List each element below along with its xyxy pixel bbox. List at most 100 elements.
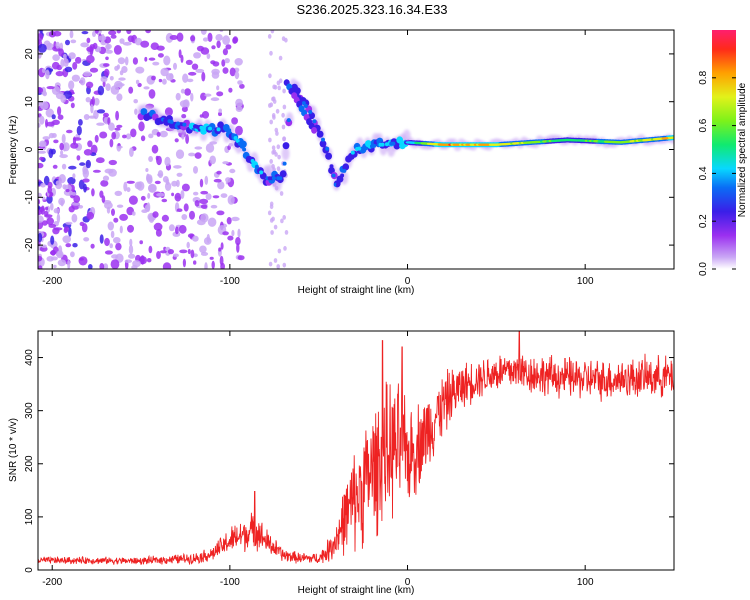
noise-speckle	[205, 143, 215, 153]
noise-speckle	[126, 187, 131, 193]
noise-speckle	[278, 55, 283, 61]
noise-speckle	[108, 168, 117, 177]
noise-speckle	[113, 237, 121, 244]
ridge-core	[176, 121, 180, 126]
noise-speckle	[111, 131, 117, 140]
noise-speckle	[114, 190, 123, 196]
noise-speckle	[204, 262, 208, 269]
noise-speckle	[156, 155, 162, 166]
noise-speckle	[45, 42, 54, 51]
noise-speckle	[269, 50, 273, 56]
noise-speckle	[276, 144, 281, 150]
noise-speckle	[53, 264, 57, 269]
noise-speckle	[188, 71, 197, 76]
noise-speckle	[68, 206, 75, 213]
noise-speckle	[146, 202, 151, 212]
ridge-core	[271, 176, 276, 181]
noise-speckle	[164, 181, 172, 191]
noise-speckle	[200, 47, 210, 55]
noise-speckle	[105, 56, 109, 61]
noise-speckle	[220, 193, 228, 199]
noise-speckle	[181, 214, 188, 220]
spectrogram-y-label: Frequency (Hz)	[8, 116, 19, 185]
x-tick-label: 100	[577, 276, 594, 287]
noise-speckle	[278, 78, 283, 84]
noise-speckle	[102, 175, 110, 182]
ridge-halo	[281, 146, 290, 161]
noise-speckle	[227, 235, 234, 241]
noise-speckle	[52, 227, 60, 235]
noise-speckle	[176, 172, 183, 177]
noise-speckle	[128, 86, 134, 94]
ridge-core	[325, 146, 330, 151]
noise-speckle	[209, 155, 216, 165]
noise-speckle	[186, 78, 194, 83]
noise-speckle	[200, 213, 209, 223]
noise-speckle	[139, 240, 143, 245]
noise-speckle	[115, 83, 125, 87]
noise-speckle	[172, 253, 179, 258]
noise-speckle	[175, 226, 179, 235]
noise-speckle	[61, 163, 67, 170]
noise-speckle	[195, 68, 205, 73]
noise-speckle	[186, 241, 190, 249]
noise-speckle	[231, 229, 235, 237]
ridge-blob	[325, 152, 332, 160]
noise-speckle	[86, 211, 95, 220]
noise-speckle	[207, 32, 213, 42]
noise-speckle	[200, 30, 207, 35]
noise-speckle	[156, 131, 161, 137]
noise-speckle	[221, 59, 226, 67]
noise-speckle	[47, 186, 52, 194]
noise-speckle	[79, 77, 86, 86]
noise-speckle	[123, 181, 128, 192]
snr-y-label: SNR (10 * v/v)	[8, 418, 19, 482]
x-tick-label: -200	[42, 276, 62, 287]
noise-speckle	[269, 119, 274, 125]
noise-speckle	[72, 62, 78, 70]
ridge-core	[195, 124, 200, 129]
noise-speckle	[48, 223, 57, 228]
noise-speckle	[134, 181, 142, 190]
noise-speckle	[70, 142, 79, 149]
noise-speckle	[181, 114, 187, 119]
noise-speckle	[110, 34, 117, 39]
noise-speckle	[216, 170, 222, 175]
noise-speckle	[126, 30, 132, 35]
ridge-core	[237, 141, 242, 146]
noise-speckle	[135, 66, 145, 74]
noise-speckle	[181, 106, 188, 113]
ridge-core	[182, 122, 187, 127]
ridge-core	[372, 143, 377, 148]
noise-speckle	[144, 56, 148, 62]
noise-speckle	[159, 130, 168, 138]
noise-speckle	[104, 237, 110, 247]
noise-speckle	[141, 209, 148, 214]
noise-speckle	[100, 76, 108, 83]
noise-speckle	[181, 183, 190, 192]
noise-speckle	[55, 41, 60, 49]
noise-speckle	[174, 192, 182, 202]
noise-speckle	[224, 58, 230, 64]
ridge-blob	[294, 87, 301, 95]
noise-speckle	[282, 136, 287, 142]
noise-speckle	[282, 88, 286, 94]
noise-speckle	[71, 202, 81, 206]
noise-speckle	[87, 140, 93, 148]
noise-speckle	[272, 115, 276, 120]
snr-x-ticks: -200 -100 0 100	[42, 331, 594, 588]
noise-speckle	[93, 97, 100, 106]
snr-y-ticks: 0 100 200 300 400	[24, 349, 674, 573]
noise-speckle	[276, 264, 281, 269]
noise-speckle	[162, 78, 167, 85]
ridge-core	[239, 144, 244, 149]
ridge-core	[321, 137, 325, 142]
noise-speckle	[276, 166, 281, 172]
noise-speckle	[50, 235, 55, 245]
noise-speckle	[199, 245, 207, 254]
snr-frame	[37, 330, 675, 571]
noise-speckle	[39, 30, 43, 34]
noise-speckle	[52, 119, 60, 126]
noise-speckle	[190, 35, 196, 42]
noise-speckle	[118, 77, 126, 81]
